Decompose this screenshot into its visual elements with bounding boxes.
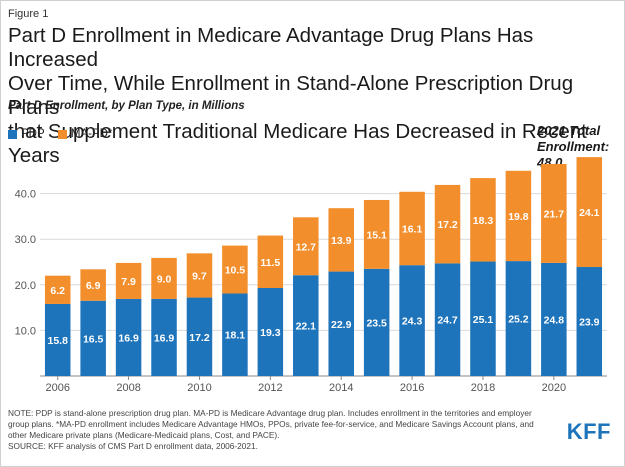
bar-mapd — [328, 208, 354, 272]
data-label: 24.1 — [579, 207, 600, 219]
data-label: 24.3 — [402, 316, 423, 328]
stacked-bar-chart: 10.0 20.0 30.0 40.0 15.8 6.2 2006 16.5 6.9 16.9 7.… — [15, 157, 607, 394]
kff-logo: KFF — [566, 419, 611, 444]
x-tick-label: 2020 — [542, 382, 566, 394]
bar-pdp — [470, 261, 496, 376]
data-label: 16.9 — [154, 332, 175, 344]
bar-mapd — [293, 217, 319, 276]
data-label: 15.1 — [366, 229, 387, 241]
data-label: 15.8 — [48, 335, 69, 347]
bar-mapd — [222, 245, 248, 294]
bar-pdp — [151, 298, 177, 376]
bar-pdp — [115, 298, 142, 376]
data-label: 13.9 — [331, 235, 352, 247]
legend-label-mapd: MA-PD* — [70, 128, 113, 140]
legend-item-pdp: PDP — [8, 128, 45, 140]
data-label: 25.2 — [508, 314, 529, 326]
data-label: 17.2 — [189, 332, 210, 344]
data-label: 7.9 — [121, 276, 136, 288]
data-label: 24.8 — [544, 314, 565, 326]
bar-pdp — [363, 268, 390, 376]
x-tick-label: 2014 — [329, 382, 353, 394]
bar-mapd — [115, 262, 142, 299]
bar-mapd — [80, 269, 106, 301]
data-label: 12.7 — [296, 241, 317, 253]
x-tick-label: 2008 — [116, 382, 140, 394]
data-label: 22.1 — [296, 321, 317, 333]
figure-label: Figure 1 — [8, 8, 49, 20]
bar-mapd — [363, 199, 390, 269]
data-label: 19.8 — [508, 211, 529, 223]
bar-pdp — [541, 262, 567, 376]
bar-mapd — [257, 235, 284, 288]
data-label: 9.0 — [157, 273, 172, 285]
chart-title: Part D Enrollment in Medicare Advantage … — [8, 24, 587, 167]
bar-pdp — [44, 303, 71, 376]
chart-subtitle: Part D Enrollment, by Plan Type, in Mill… — [8, 100, 245, 112]
data-label: 17.2 — [437, 219, 458, 231]
bar-mapd — [434, 184, 461, 264]
legend-label-pdp: PDP — [21, 128, 45, 140]
data-label: 23.9 — [579, 317, 600, 329]
data-label: 19.3 — [260, 327, 281, 339]
data-label: 23.5 — [366, 317, 387, 329]
bar-mapd — [399, 191, 425, 266]
bar-pdp — [186, 297, 213, 376]
bar-pdp — [222, 293, 248, 376]
bar-mapd — [470, 178, 496, 262]
note-text: NOTE: PDP is stand-alone prescription dr… — [8, 408, 534, 440]
y-tick-label: 30.0 — [15, 234, 36, 246]
total-enrollment-annotation: 2021 Total Enrollment: 48.0 — [537, 123, 617, 171]
legend-swatch-mapd — [57, 129, 67, 139]
data-label: 9.7 — [192, 270, 207, 282]
data-label: 6.9 — [86, 280, 101, 292]
data-label: 21.7 — [544, 208, 565, 220]
data-label: 16.1 — [402, 223, 423, 235]
y-tick-label: 20.0 — [15, 280, 36, 292]
bar-pdp — [576, 267, 603, 376]
data-label: 6.2 — [50, 285, 65, 297]
bar-mapd — [576, 157, 603, 268]
legend-item-mapd: MA-PD* — [57, 128, 113, 140]
legend: PDP MA-PD* — [8, 128, 122, 142]
data-label: 16.5 — [83, 333, 104, 345]
x-tick-label: 2006 — [45, 382, 69, 394]
data-label: 18.1 — [225, 330, 246, 342]
bar-pdp — [399, 265, 425, 376]
data-label: 10.5 — [225, 265, 246, 277]
data-label: 25.1 — [473, 314, 494, 326]
data-label: 11.5 — [260, 257, 280, 269]
bar-mapd — [151, 257, 177, 299]
y-tick-label: 10.0 — [15, 325, 36, 337]
data-label: 24.7 — [437, 315, 458, 327]
data-label: 18.3 — [473, 215, 494, 227]
bar-pdp — [505, 261, 532, 376]
x-tick-label: 2018 — [471, 382, 495, 394]
bar-mapd — [44, 275, 71, 304]
bar-mapd — [505, 170, 532, 262]
bar-mapd — [541, 163, 567, 263]
bar-pdp — [293, 275, 319, 376]
bar-pdp — [257, 287, 284, 376]
x-tick-label: 2012 — [258, 382, 282, 394]
annotation-text: 2021 Total Enrollment: 48.0 — [537, 123, 610, 170]
bar-pdp — [80, 300, 106, 376]
legend-swatch-pdp — [8, 129, 17, 139]
bar-pdp — [434, 263, 461, 376]
x-tick-label: 2010 — [187, 382, 211, 394]
x-tick-label: 2016 — [400, 382, 424, 394]
data-label: 22.9 — [331, 319, 352, 331]
y-tick-label: 40.0 — [15, 189, 36, 201]
data-label: 16.9 — [118, 332, 139, 344]
bar-pdp — [328, 271, 354, 376]
source-text: SOURCE: KFF analysis of CMS Part D enrol… — [8, 441, 258, 451]
bar-mapd — [186, 253, 213, 298]
chart-note: NOTE: PDP is stand-alone prescription dr… — [8, 408, 548, 452]
